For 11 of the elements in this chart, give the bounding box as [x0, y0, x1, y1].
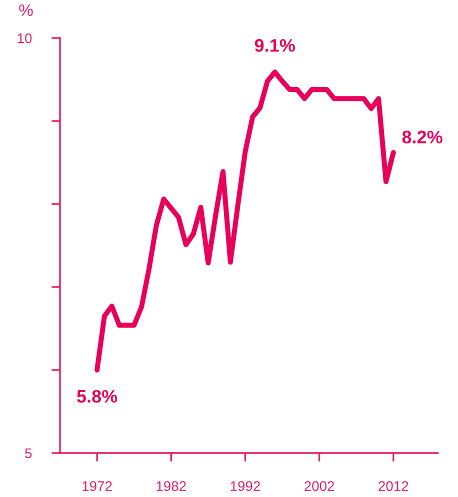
x-tick-label: 1982 — [156, 481, 186, 491]
y-tick-label: 10 — [18, 33, 32, 44]
x-tick-label: 1992 — [230, 481, 260, 491]
y-tick-label: 5 — [25, 448, 32, 458]
annotation: 9.1% — [254, 39, 295, 52]
x-tick-label: 2012 — [378, 481, 408, 491]
x-tick-label: 1972 — [82, 481, 112, 491]
annotation: 5.8% — [77, 390, 118, 403]
annotation: 8.2% — [402, 130, 442, 144]
x-tick-label: 2002 — [304, 481, 334, 491]
y-axis-title: % — [19, 4, 33, 16]
